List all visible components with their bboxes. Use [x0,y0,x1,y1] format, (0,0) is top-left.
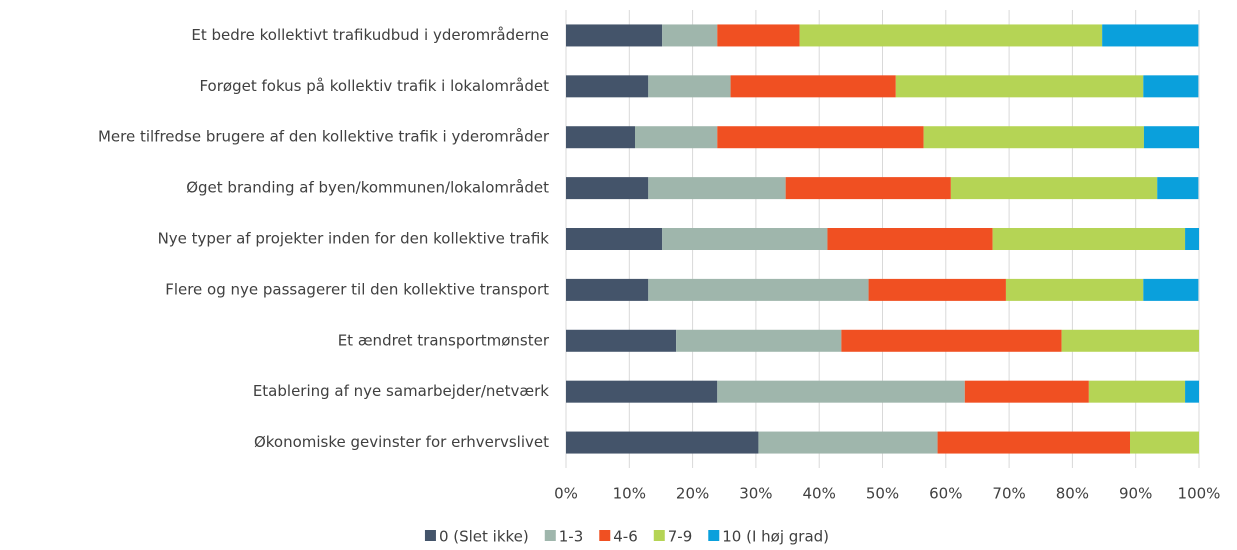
x-tick-label: 30% [739,485,772,503]
y-tick-label: Flere og nye passagerer til den kollekti… [165,280,549,298]
bar-segment [566,380,718,403]
legend-swatch [653,530,665,541]
y-tick-label: Forøget fokus på kollektiv trafik i loka… [199,77,549,95]
bar-segment [1143,278,1199,301]
bar-segment [730,75,896,98]
y-tick-label: Et ændret transportmønster [338,331,550,349]
bar-segment [662,228,828,250]
legend-swatch [708,530,720,541]
y-tick-label: Øget branding af byen/kommunen/lokalområ… [186,179,549,197]
bar-segment [950,177,1158,200]
bar-segment [717,380,965,403]
legend-swatch [544,530,556,541]
x-tick-label: 10% [613,485,646,503]
x-tick-label: 80% [1056,485,1089,503]
bar-segment [868,278,1006,301]
y-tick-label: Et bedre kollektivt trafikudbud i yderom… [191,26,549,44]
x-tick-label: 0% [554,485,578,503]
legend-label: 7-9 [668,528,693,546]
bar-segment [923,126,1144,149]
y-tick-label: Etablering af nye samarbejder/netværk [253,382,549,400]
legend-swatch [599,530,611,541]
legend-label: 1-3 [559,528,584,546]
bar-segment [566,329,677,352]
bar-segment [1102,24,1199,47]
bar-segment [1130,431,1199,454]
x-tick-label: 60% [929,485,962,503]
bar-segment [662,24,718,47]
legend-label: 4-6 [613,528,638,546]
bar-segment [648,75,731,98]
bar-segment [717,24,800,47]
x-tick-label: 50% [866,485,899,503]
x-tick-label: 90% [1119,485,1152,503]
bar-segment [1088,380,1186,403]
bar-segment [992,228,1186,250]
bar-segment [648,177,786,200]
bar-segment [717,126,924,149]
bar-segment [841,329,1062,352]
bar-segment [785,177,951,200]
bar-segment [566,24,663,47]
bar-segment [1143,126,1199,149]
legend-label: 10 (I høj grad) [722,528,829,546]
x-tick-label: 70% [992,485,1025,503]
bar-segment [827,228,993,250]
bar-segment [566,278,649,301]
x-tick-label: 100% [1178,485,1221,503]
bar-segment [566,431,759,454]
bar-segment [758,431,938,454]
y-tick-label: Mere tilfredse brugere af den kollektive… [98,128,550,146]
bar-segment [648,278,869,301]
legend-label: 0 (Slet ikke) [439,528,529,546]
bar-segment [1143,75,1199,98]
bar-segment [1157,177,1199,200]
bar-segment [566,177,649,200]
y-tick-label: Økonomiske gevinster for erhvervslivet [254,433,549,451]
bar-segment [1005,278,1144,301]
bar-segment [566,75,649,98]
y-tick-label: Nye typer af projekter inden for den kol… [158,230,550,248]
bar-segment [676,329,842,352]
bar-segment [634,126,718,149]
bar-segment [1185,228,1199,250]
legend-swatch [424,530,436,541]
bar-segment [799,24,1103,47]
bar-segment [964,380,1089,403]
bar-segment [566,228,663,250]
bar-segment [1185,380,1199,403]
x-tick-label: 20% [676,485,709,503]
bar-segment [895,75,1144,98]
bar-segment [937,431,1131,454]
bar-segment [1061,329,1199,352]
bar-segment [566,126,635,149]
x-tick-label: 40% [803,485,836,503]
